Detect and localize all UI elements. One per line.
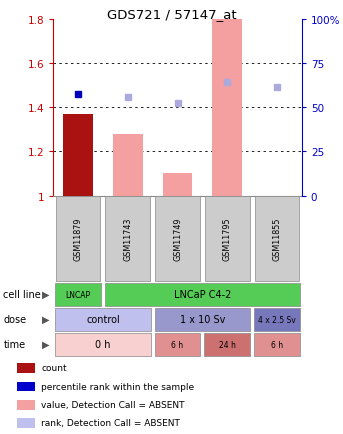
Bar	[17, 364, 35, 373]
Text: time: time	[3, 339, 26, 349]
Text: 24 h: 24 h	[219, 340, 236, 349]
Bar	[255, 197, 299, 281]
Text: ▶: ▶	[42, 315, 50, 324]
Bar	[105, 197, 150, 281]
Text: cell line: cell line	[3, 289, 41, 299]
Text: GSM11749: GSM11749	[173, 217, 182, 261]
Text: percentile rank within the sample: percentile rank within the sample	[41, 382, 194, 391]
Text: rank, Detection Call = ABSENT: rank, Detection Call = ABSENT	[41, 418, 180, 427]
Text: GSM11795: GSM11795	[223, 217, 232, 261]
Text: 1 x 10 Sv: 1 x 10 Sv	[180, 315, 225, 324]
Bar	[155, 308, 250, 331]
Text: value, Detection Call = ABSENT: value, Detection Call = ABSENT	[41, 400, 185, 409]
Text: 4 x 2.5 Sv: 4 x 2.5 Sv	[258, 315, 296, 324]
Bar	[205, 197, 250, 281]
Text: count: count	[41, 364, 67, 372]
Bar	[105, 283, 300, 306]
Bar	[55, 308, 151, 331]
Bar	[212, 20, 242, 196]
Text: GSM11855: GSM11855	[272, 217, 282, 261]
Text: ▶: ▶	[42, 289, 50, 299]
Bar	[63, 115, 93, 196]
Text: GSM11879: GSM11879	[73, 217, 83, 261]
Bar	[17, 382, 35, 391]
Text: LNCAP: LNCAP	[66, 290, 91, 299]
Text: ▶: ▶	[42, 339, 50, 349]
Bar	[163, 174, 192, 196]
Text: LNCaP C4-2: LNCaP C4-2	[174, 289, 231, 299]
Bar	[254, 333, 300, 356]
Text: GDS721 / 57147_at: GDS721 / 57147_at	[107, 8, 236, 21]
Text: dose: dose	[3, 315, 26, 324]
Bar	[55, 283, 101, 306]
Text: control: control	[86, 315, 120, 324]
Bar	[17, 400, 35, 410]
Bar	[113, 135, 143, 196]
Text: GSM11743: GSM11743	[123, 217, 132, 261]
Bar	[17, 418, 35, 428]
Text: 6 h: 6 h	[172, 340, 184, 349]
Bar	[55, 333, 151, 356]
Bar	[155, 333, 200, 356]
Bar	[204, 333, 250, 356]
Bar	[254, 308, 300, 331]
Text: 6 h: 6 h	[271, 340, 283, 349]
Text: 0 h: 0 h	[95, 339, 111, 349]
Bar	[155, 197, 200, 281]
Bar	[56, 197, 100, 281]
